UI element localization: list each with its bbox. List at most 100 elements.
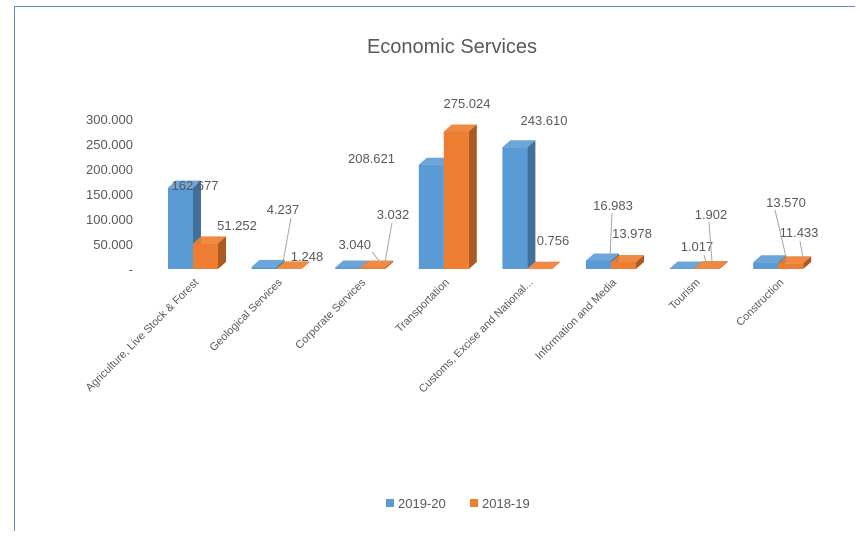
category-label: Corporate Services	[293, 276, 368, 351]
bar-front	[168, 187, 193, 269]
y-tick-label: 200.000	[86, 162, 133, 177]
bar-side	[218, 236, 226, 269]
bar-2018-19	[193, 236, 226, 269]
bar-top	[251, 259, 285, 267]
data-label: 11.433	[780, 225, 819, 240]
bar-top	[586, 253, 619, 261]
bar-2018-19	[443, 124, 477, 269]
category-label: Information and Media	[533, 276, 620, 363]
bar-top	[360, 260, 394, 268]
bar-side	[803, 256, 812, 269]
leader-line	[282, 217, 292, 263]
y-axis: - 50.000 100.000 150.000 200.000 250.000 300.0…	[86, 112, 133, 277]
leader-line	[703, 254, 707, 263]
bar-front	[418, 164, 444, 269]
chart-title: Economic Services	[367, 36, 537, 58]
leader-line	[799, 240, 804, 259]
chart-frame	[14, 6, 855, 531]
category-label: Transportation	[394, 277, 452, 335]
bar-side	[468, 124, 477, 269]
bar-side	[301, 261, 310, 269]
data-label: 3.040	[338, 237, 371, 252]
category-label: Construction	[734, 277, 786, 329]
y-tick-label: 250.000	[86, 137, 133, 152]
bar-front	[360, 267, 386, 269]
data-label: 13.978	[612, 226, 652, 241]
category-label: Geological Services	[207, 276, 285, 354]
data-label: 3.032	[377, 207, 410, 222]
bar-front	[669, 268, 695, 269]
bar-top	[168, 180, 201, 188]
bar-top	[694, 261, 728, 269]
bar-top	[669, 261, 703, 269]
bar-front	[694, 268, 720, 269]
leader-line	[384, 222, 393, 263]
legend-swatch	[470, 499, 478, 507]
legend: 2019-20 2018-19	[386, 496, 530, 511]
bar-front	[502, 147, 528, 269]
bar-front	[611, 262, 636, 269]
category-label: Tourism	[667, 277, 703, 313]
bar-2018-19	[778, 256, 812, 269]
data-label: 1.902	[695, 207, 728, 222]
bar-front	[443, 131, 469, 269]
bar-front	[276, 268, 302, 269]
data-label: 1.248	[291, 249, 324, 264]
y-tick-label: -	[129, 262, 133, 277]
bar-side	[552, 261, 561, 269]
leader-line	[708, 221, 713, 263]
y-tick-label: 300.000	[86, 112, 133, 127]
leader-line	[609, 212, 613, 257]
bar-2018-19	[527, 261, 561, 270]
bar-side	[527, 140, 536, 269]
data-label: 162.677	[172, 178, 219, 193]
data-label: 16.983	[593, 198, 633, 213]
data-labels: 162.677 51.252 4.237 1.248 3.040 3.032 208.621…	[172, 96, 819, 264]
leader-line	[371, 251, 381, 263]
bar-2019-20	[502, 140, 536, 269]
data-label: 208.621	[348, 151, 395, 166]
bar-top	[443, 124, 477, 132]
data-label: 13.570	[766, 195, 806, 210]
legend-swatch	[386, 499, 394, 507]
bar-side	[636, 255, 644, 269]
data-label: 51.252	[217, 218, 257, 233]
bars	[168, 124, 812, 270]
y-tick-label: 100.000	[86, 212, 133, 227]
y-tick-label: 50.000	[93, 237, 133, 252]
category-label: Agriculture, Live Stock & Forest	[84, 277, 201, 394]
bar-front	[527, 268, 553, 270]
bar-front	[193, 243, 218, 269]
bar-2018-19	[611, 255, 644, 269]
legend-label: 2019-20	[398, 496, 446, 511]
legend-label: 2018-19	[482, 496, 530, 511]
bar-front	[753, 262, 779, 269]
bar-top	[418, 157, 452, 165]
bar-2018-19	[360, 260, 394, 269]
y-tick-label: 150.000	[86, 187, 133, 202]
bar-front	[251, 266, 277, 269]
bar-top	[276, 261, 310, 269]
data-label: 1.017	[681, 239, 714, 254]
bar-front	[778, 263, 804, 269]
bar-side	[719, 261, 728, 269]
data-label: 0.756	[537, 233, 570, 248]
bar-2018-19	[694, 261, 728, 269]
data-label: 4.237	[267, 202, 300, 217]
bar-top	[335, 260, 369, 268]
bar-top	[753, 255, 787, 263]
bar-side	[385, 260, 394, 269]
bar-top	[611, 255, 644, 263]
leader-line	[774, 209, 787, 258]
x-axis: Agriculture, Live Stock & Forest Geologic…	[84, 276, 787, 395]
bar-top	[502, 140, 536, 148]
bar-front	[335, 267, 361, 269]
bar-front	[586, 260, 611, 269]
bar-top	[527, 261, 561, 269]
data-label: 275.024	[444, 96, 491, 111]
bar-top	[193, 236, 226, 244]
bar-top	[778, 256, 812, 264]
data-label: 243.610	[521, 113, 568, 128]
bar-2018-19	[276, 261, 310, 269]
